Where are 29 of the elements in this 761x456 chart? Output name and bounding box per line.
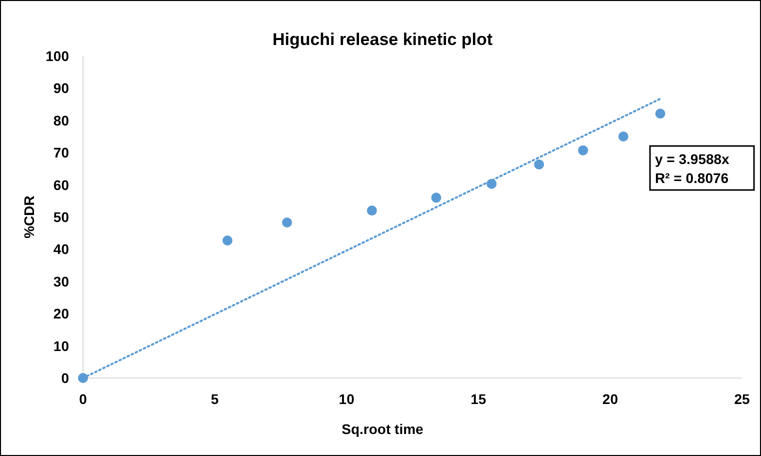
annotation: y = 3.9588x R² = 0.8076 xyxy=(655,151,730,186)
point xyxy=(222,236,232,246)
chart-title: Higuchi release kinetic plot xyxy=(272,30,493,49)
y-tick-label: 90 xyxy=(53,80,70,96)
point xyxy=(534,160,544,170)
y-tick-label: 100 xyxy=(46,48,70,64)
point xyxy=(578,145,588,156)
x-tick-label: 15 xyxy=(470,391,486,407)
y-tick-label: 40 xyxy=(53,241,70,258)
point xyxy=(282,217,292,228)
y-tick-label: 10 xyxy=(53,338,70,354)
point xyxy=(431,192,442,203)
y-axis-title: %CDR xyxy=(21,196,37,238)
y-tick-label: 50 xyxy=(53,209,70,225)
point xyxy=(655,108,666,119)
x-tick-label: 5 xyxy=(210,391,219,407)
y-tick-label: 70 xyxy=(53,144,70,161)
x-tick-label: 25 xyxy=(734,391,750,407)
y-tick-label: 80 xyxy=(53,112,70,128)
y-tick-label: 20 xyxy=(53,306,70,322)
x-tick-label: 0 xyxy=(79,391,88,407)
y-tick-label: 0 xyxy=(61,370,70,386)
x-tick-label: 10 xyxy=(338,391,355,407)
x-tick-label: 20 xyxy=(602,391,618,407)
x-axis-title: Sq.root time xyxy=(342,421,424,437)
point xyxy=(366,206,377,216)
point xyxy=(618,132,628,142)
y-tick-label: 60 xyxy=(53,176,70,193)
y-tick-label: 30 xyxy=(53,273,70,290)
